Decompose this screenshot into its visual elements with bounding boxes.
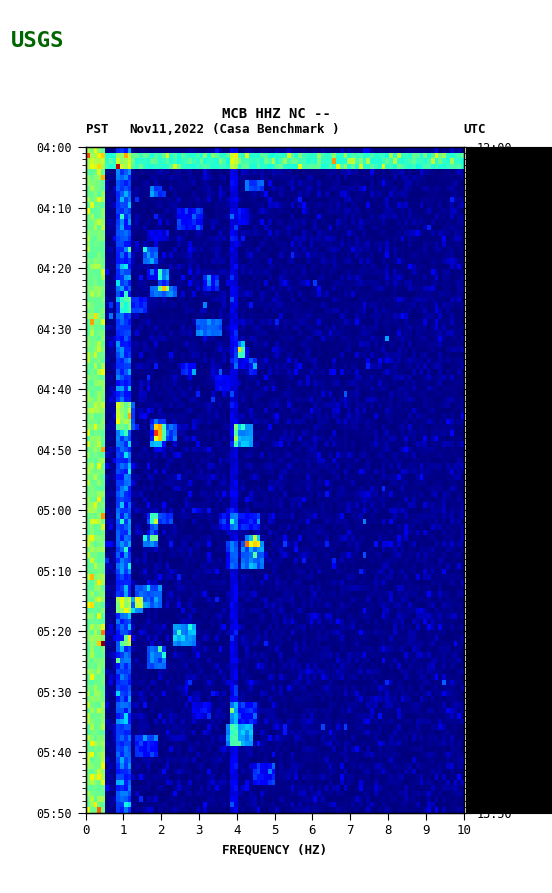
Text: MCB HHZ NC --: MCB HHZ NC -- (221, 106, 331, 121)
Text: USGS: USGS (11, 31, 65, 51)
Text: PST: PST (86, 122, 108, 136)
Text: Nov11,2022: Nov11,2022 (130, 122, 205, 136)
X-axis label: FREQUENCY (HZ): FREQUENCY (HZ) (222, 843, 327, 856)
Text: (Casa Benchmark ): (Casa Benchmark ) (213, 122, 339, 136)
Text: UTC: UTC (464, 122, 486, 136)
